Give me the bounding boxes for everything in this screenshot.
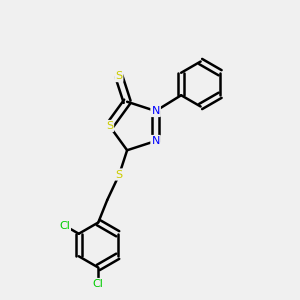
Text: S: S — [116, 169, 123, 179]
Text: S: S — [115, 71, 122, 81]
Text: Cl: Cl — [93, 279, 104, 289]
Text: Cl: Cl — [59, 220, 70, 230]
Text: N: N — [152, 136, 160, 146]
Text: N: N — [152, 106, 160, 116]
Text: S: S — [106, 121, 113, 131]
